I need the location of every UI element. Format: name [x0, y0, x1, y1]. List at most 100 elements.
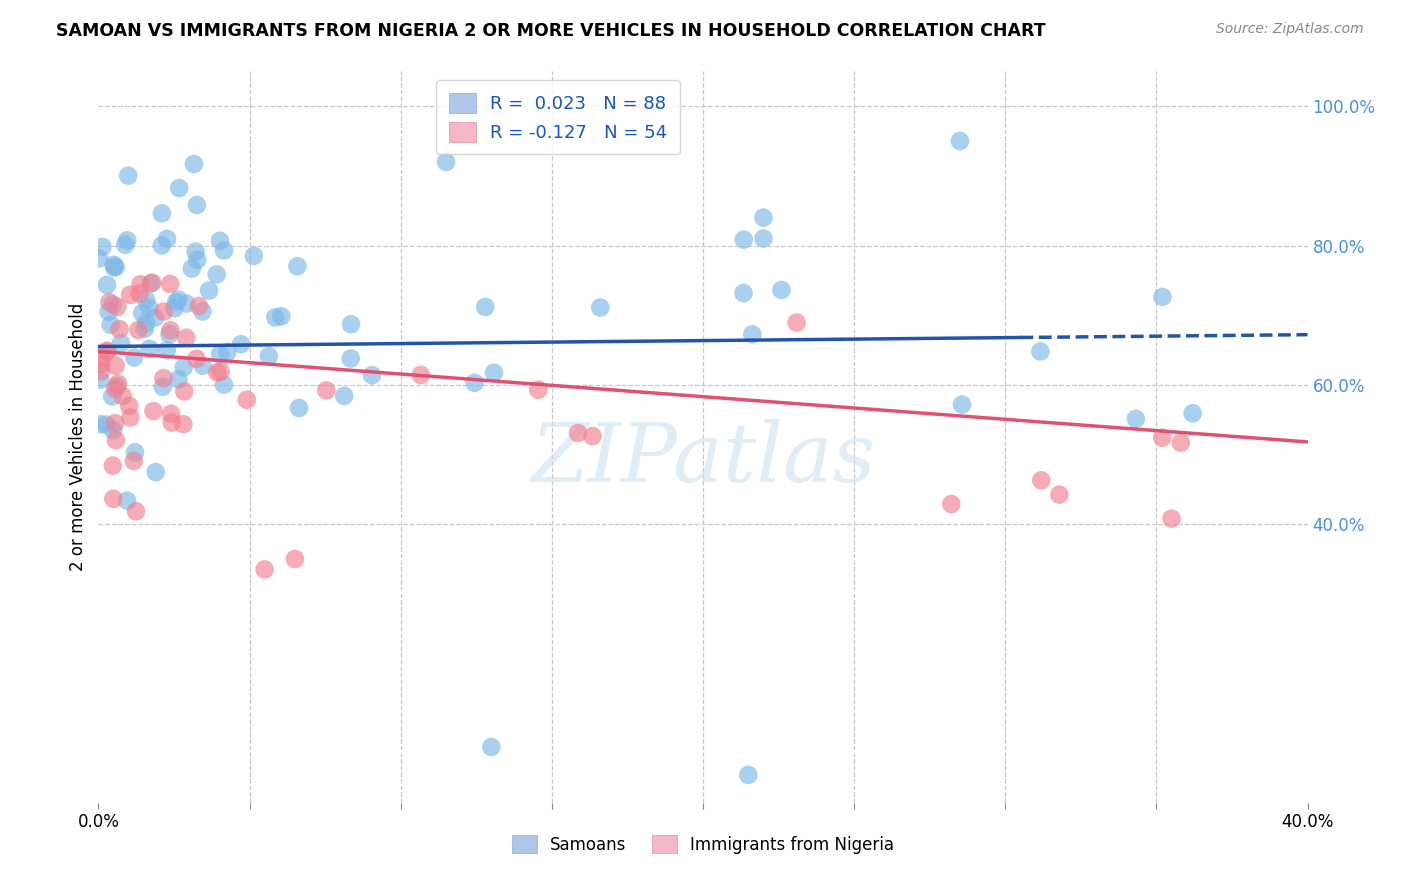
- Point: [156, 232, 179, 246]
- Text: SAMOAN VS IMMIGRANTS FROM NIGERIA 2 OR MORE VEHICLES IN HOUSEHOLD CORRELATION CH: SAMOAN VS IMMIGRANTS FROM NIGERIA 2 OR M…: [56, 22, 1046, 40]
- Point: [156, 343, 179, 358]
- Point: [581, 429, 603, 443]
- Point: [104, 433, 127, 447]
- Point: [96, 343, 118, 358]
- Point: [118, 288, 141, 302]
- Point: [160, 416, 183, 430]
- Point: [124, 445, 146, 459]
- Point: [159, 327, 181, 342]
- Point: [142, 404, 165, 418]
- Point: [752, 211, 775, 225]
- Point: [122, 351, 145, 365]
- Point: [129, 277, 152, 292]
- Point: [207, 366, 229, 380]
- Point: [1125, 412, 1147, 426]
- Point: [122, 454, 145, 468]
- Point: [114, 237, 136, 252]
- Point: [264, 310, 287, 325]
- Point: [89, 373, 111, 387]
- Point: [115, 493, 138, 508]
- Point: [167, 372, 190, 386]
- Point: [212, 244, 235, 258]
- Point: [741, 327, 763, 342]
- Point: [150, 238, 173, 252]
- Point: [159, 277, 181, 291]
- Point: [1047, 488, 1070, 502]
- Point: [733, 233, 755, 247]
- Point: [1152, 290, 1174, 304]
- Point: [209, 347, 232, 361]
- Point: [139, 277, 162, 291]
- Point: [434, 155, 457, 169]
- Point: [208, 234, 231, 248]
- Point: [98, 295, 121, 310]
- Point: [141, 276, 163, 290]
- Point: [191, 304, 214, 318]
- Point: [481, 740, 503, 755]
- Point: [135, 316, 157, 330]
- Point: [104, 382, 127, 396]
- Point: [90, 364, 112, 378]
- Point: [770, 283, 793, 297]
- Point: [209, 364, 232, 378]
- Point: [94, 417, 117, 432]
- Point: [101, 389, 124, 403]
- Point: [173, 384, 195, 399]
- Point: [339, 351, 361, 366]
- Point: [257, 349, 280, 363]
- Point: [733, 286, 755, 301]
- Text: ZIPatlas: ZIPatlas: [530, 419, 876, 499]
- Point: [270, 310, 292, 324]
- Point: [176, 296, 198, 310]
- Point: [134, 321, 156, 335]
- Point: [567, 426, 589, 441]
- Legend: Samoans, Immigrants from Nigeria: Samoans, Immigrants from Nigeria: [505, 829, 901, 860]
- Point: [104, 359, 127, 373]
- Point: [482, 366, 505, 380]
- Point: [949, 134, 972, 148]
- Point: [198, 284, 221, 298]
- Point: [152, 380, 174, 394]
- Point: [243, 249, 266, 263]
- Point: [253, 562, 276, 576]
- Point: [464, 376, 486, 390]
- Point: [752, 231, 775, 245]
- Point: [180, 261, 202, 276]
- Point: [97, 304, 120, 318]
- Point: [91, 240, 114, 254]
- Point: [90, 353, 112, 368]
- Point: [163, 301, 186, 316]
- Point: [96, 277, 118, 292]
- Point: [172, 417, 194, 432]
- Point: [191, 359, 214, 373]
- Point: [589, 301, 612, 315]
- Point: [125, 504, 148, 518]
- Point: [236, 392, 259, 407]
- Point: [111, 389, 134, 403]
- Point: [474, 300, 496, 314]
- Point: [105, 379, 128, 393]
- Point: [229, 337, 252, 351]
- Point: [87, 252, 110, 266]
- Point: [145, 465, 167, 479]
- Point: [361, 368, 384, 383]
- Point: [284, 552, 307, 566]
- Point: [167, 181, 190, 195]
- Point: [107, 376, 129, 391]
- Point: [101, 297, 124, 311]
- Text: Source: ZipAtlas.com: Source: ZipAtlas.com: [1216, 22, 1364, 37]
- Point: [409, 368, 432, 382]
- Point: [160, 407, 183, 421]
- Point: [103, 260, 125, 275]
- Point: [103, 258, 125, 272]
- Point: [135, 293, 157, 307]
- Point: [138, 301, 160, 315]
- Point: [165, 295, 187, 310]
- Point: [188, 299, 211, 313]
- Point: [107, 300, 129, 314]
- Point: [152, 304, 174, 318]
- Point: [128, 286, 150, 301]
- Point: [103, 423, 125, 437]
- Point: [333, 389, 356, 403]
- Point: [941, 497, 963, 511]
